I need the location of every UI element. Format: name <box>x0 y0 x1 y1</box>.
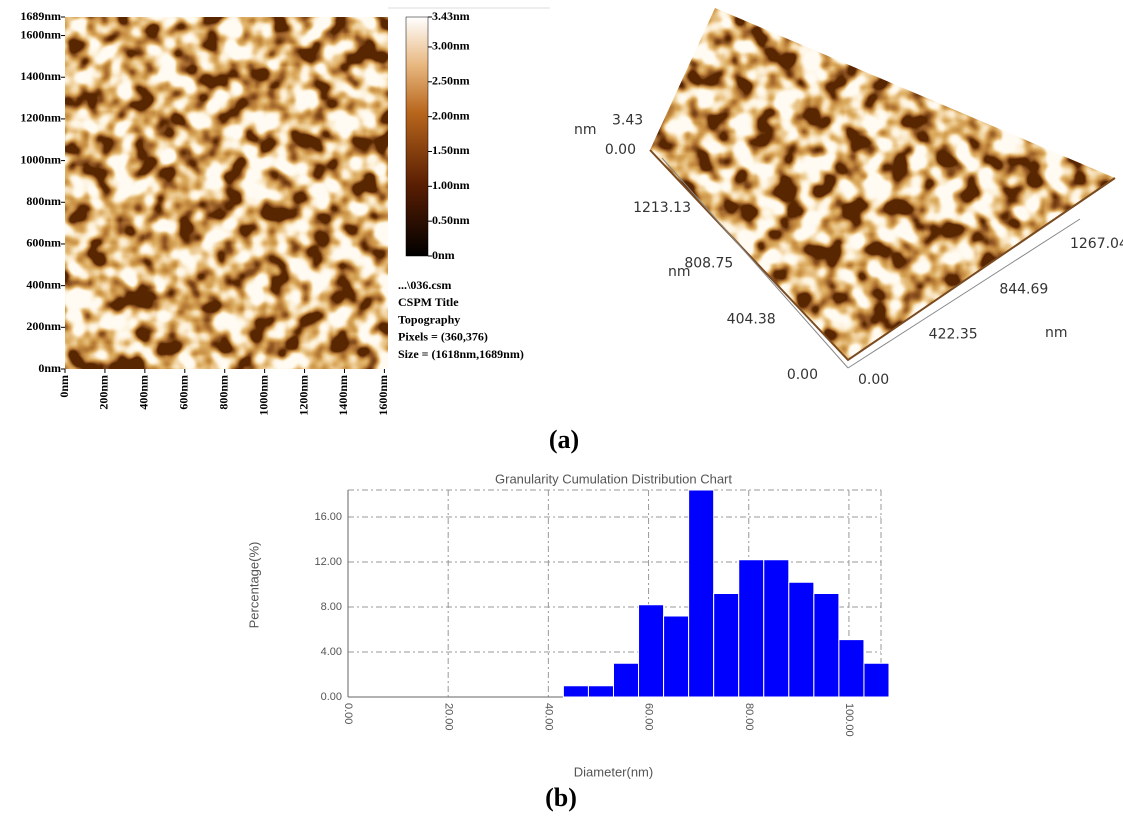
x-tick-label: 200nm <box>97 375 111 410</box>
bar <box>863 662 890 698</box>
y-tick-label: 1200nm <box>20 111 61 125</box>
axis-line <box>661 157 849 369</box>
bar <box>612 662 640 698</box>
colorbar <box>405 16 429 257</box>
y-tick-label: 1689nm <box>20 9 61 23</box>
colorbar-label: 2.50nm <box>432 74 470 88</box>
x-tick-label: 80.00 <box>743 703 755 731</box>
x-axis-label: Diameter(nm) <box>574 764 653 779</box>
y-tick-label: 0.00 <box>321 691 342 703</box>
chart-title: Granularity Cumulation Distribution Char… <box>495 471 732 486</box>
x-tick-label: 0nm <box>57 375 71 398</box>
y-tick-label: 12.00 <box>314 556 342 568</box>
x-tick-label: 0.00 <box>858 372 889 388</box>
axis-line <box>847 218 1081 369</box>
bar <box>788 581 815 698</box>
y-tick-label: 16.00 <box>314 511 342 523</box>
surface-texture <box>650 8 1115 360</box>
info-text: Topography <box>398 312 460 326</box>
bar <box>763 559 790 698</box>
x-tick-label: 600nm <box>177 375 191 410</box>
surface-3d <box>650 8 1115 360</box>
y-tick-label: 808.75 <box>684 256 733 272</box>
z-tick-label: 3.43 <box>612 113 643 129</box>
bar <box>562 685 589 698</box>
x-tick-label: 400nm <box>137 375 151 410</box>
x-tick-label: 60.00 <box>643 703 655 731</box>
caption: (a) <box>549 425 579 454</box>
x-tick-label: 1600nm <box>376 375 390 416</box>
x-tick-label: 844.69 <box>999 281 1048 297</box>
bar <box>738 559 765 698</box>
afm-image <box>65 17 388 369</box>
y-tick-label: 800nm <box>26 194 61 208</box>
info-text: CSPM Title <box>398 295 459 309</box>
bar <box>663 615 690 698</box>
y-tick-label: 8.00 <box>321 601 342 613</box>
colorbar-label: 1.00nm <box>432 178 470 192</box>
colorbar-label: 0nm <box>432 248 455 262</box>
surface-edge <box>649 149 1116 362</box>
colorbar-label: 1.50nm <box>432 143 470 157</box>
colorbar-label: 3.00nm <box>432 39 470 53</box>
y-tick-label: 1213.13 <box>633 200 691 216</box>
x-tick-label: 100.00 <box>843 703 855 737</box>
colorbar-label: 2.00nm <box>432 108 470 122</box>
y-tick-label: 1400nm <box>20 69 61 83</box>
x-tick-label: 800nm <box>216 375 230 410</box>
z-axis-label: nm <box>574 122 597 138</box>
x-tick-label: 0.00 <box>342 703 354 724</box>
info-text: Pixels = (360,376) <box>398 330 488 344</box>
y-tick-label: 600nm <box>26 236 61 250</box>
y-tick-label: 200nm <box>26 319 61 333</box>
info-text: ...\036.csm <box>398 278 451 292</box>
x-tick-label: 1267.04 <box>1070 236 1123 252</box>
y-tick-label: 404.38 <box>727 311 776 327</box>
y-tick-label: 1000nm <box>20 152 61 166</box>
y-tick-label: 0nm <box>38 361 61 375</box>
info-text: Size = (1618nm,1689nm) <box>398 347 524 361</box>
y-axis-label: Percentage(%) <box>246 542 261 629</box>
bar <box>688 489 715 698</box>
x-tick-label: 422.35 <box>929 327 978 343</box>
y-tick-label: 1600nm <box>20 27 61 41</box>
x-axis-label: nm <box>1045 325 1068 341</box>
x-tick-label: 40.00 <box>542 703 554 731</box>
bar <box>638 604 665 698</box>
caption: (b) <box>545 783 577 812</box>
colorbar-label: 3.43nm <box>432 9 470 23</box>
bar <box>713 593 740 698</box>
bar <box>838 639 865 698</box>
y-tick-label: 4.00 <box>321 646 342 658</box>
colorbar-label: 0.50nm <box>432 213 470 227</box>
y-tick-label: 400nm <box>26 277 61 291</box>
y-axis-label: nm <box>668 264 691 280</box>
x-tick-label: 20.00 <box>442 703 454 731</box>
x-tick-label: 1400nm <box>336 375 350 416</box>
x-tick-label: 1000nm <box>256 375 270 416</box>
y-tick-label: 0.00 <box>787 367 818 383</box>
x-tick-label: 1200nm <box>296 375 310 416</box>
bar <box>587 685 614 698</box>
bar <box>813 593 840 698</box>
z-tick-label: 0.00 <box>605 142 636 158</box>
